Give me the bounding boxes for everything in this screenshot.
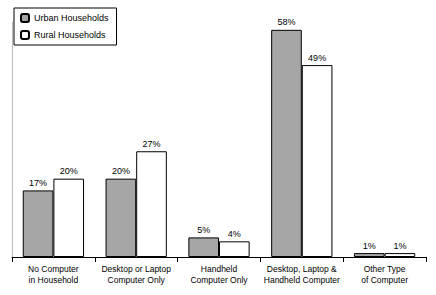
svg-text:Computer Only: Computer Only bbox=[190, 275, 248, 285]
svg-text:49%: 49% bbox=[308, 53, 326, 63]
svg-text:1%: 1% bbox=[363, 241, 376, 251]
svg-text:1%: 1% bbox=[393, 241, 406, 251]
svg-text:Other Type: Other Type bbox=[364, 264, 406, 274]
svg-text:Desktop or Laptop: Desktop or Laptop bbox=[101, 264, 171, 274]
svg-text:in Household: in Household bbox=[29, 275, 79, 285]
svg-text:Handheld: Handheld bbox=[201, 264, 238, 274]
svg-text:Computer Only: Computer Only bbox=[108, 275, 166, 285]
svg-text:of Computer: of Computer bbox=[361, 275, 408, 285]
svg-text:Desktop, Laptop &: Desktop, Laptop & bbox=[267, 264, 337, 274]
svg-text:Handheld Computer: Handheld Computer bbox=[264, 275, 340, 285]
svg-text:5%: 5% bbox=[197, 225, 210, 235]
svg-text:17%: 17% bbox=[29, 178, 47, 188]
svg-text:58%: 58% bbox=[277, 17, 295, 27]
svg-text:Rural Households: Rural Households bbox=[34, 30, 106, 40]
svg-text:20%: 20% bbox=[112, 166, 130, 176]
svg-text:Urban Households: Urban Households bbox=[34, 13, 109, 23]
svg-text:No Computer: No Computer bbox=[28, 264, 79, 274]
svg-text:20%: 20% bbox=[60, 166, 78, 176]
svg-text:27%: 27% bbox=[143, 139, 161, 149]
svg-text:4%: 4% bbox=[228, 229, 241, 239]
